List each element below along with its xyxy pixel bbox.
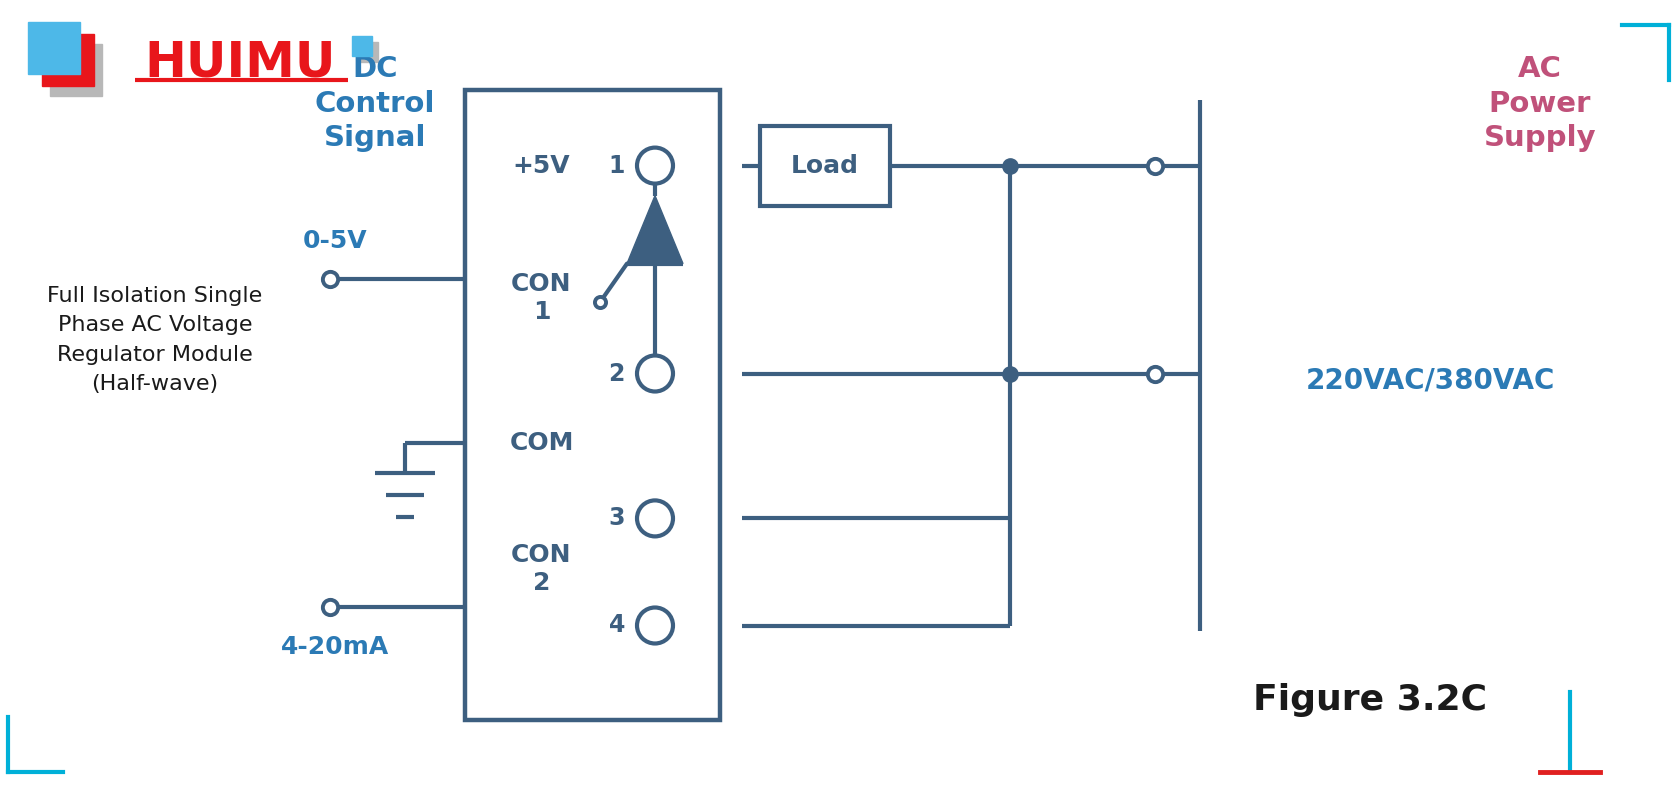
Text: 4: 4 — [609, 614, 626, 638]
Bar — [29, 22, 80, 74]
Text: 3: 3 — [609, 506, 626, 530]
Bar — [42, 34, 94, 86]
Text: AC
Power
Supply: AC Power Supply — [1484, 55, 1597, 152]
Text: CON
1: CON 1 — [511, 272, 572, 324]
Bar — [357, 42, 377, 62]
Bar — [50, 44, 102, 96]
Bar — [760, 126, 890, 206]
Text: CON
2: CON 2 — [511, 543, 572, 595]
Text: DC
Control
Signal: DC Control Signal — [315, 55, 436, 152]
Text: HUIMU: HUIMU — [144, 38, 335, 86]
Text: Full Isolation Single
Phase AC Voltage
Regulator Module
(Half-wave): Full Isolation Single Phase AC Voltage R… — [47, 285, 263, 395]
Text: 2: 2 — [609, 362, 626, 386]
Text: 220VAC/380VAC: 220VAC/380VAC — [1305, 366, 1555, 394]
Text: Figure 3.2C: Figure 3.2C — [1253, 683, 1487, 717]
Text: 1: 1 — [609, 154, 626, 178]
Bar — [352, 36, 372, 56]
Text: 0-5V: 0-5V — [302, 229, 367, 253]
Text: 4-20mA: 4-20mA — [280, 634, 389, 658]
Bar — [465, 90, 719, 720]
Text: Load: Load — [792, 154, 859, 178]
Text: +5V: +5V — [513, 154, 570, 178]
Polygon shape — [627, 195, 683, 264]
Text: COM: COM — [510, 431, 574, 455]
